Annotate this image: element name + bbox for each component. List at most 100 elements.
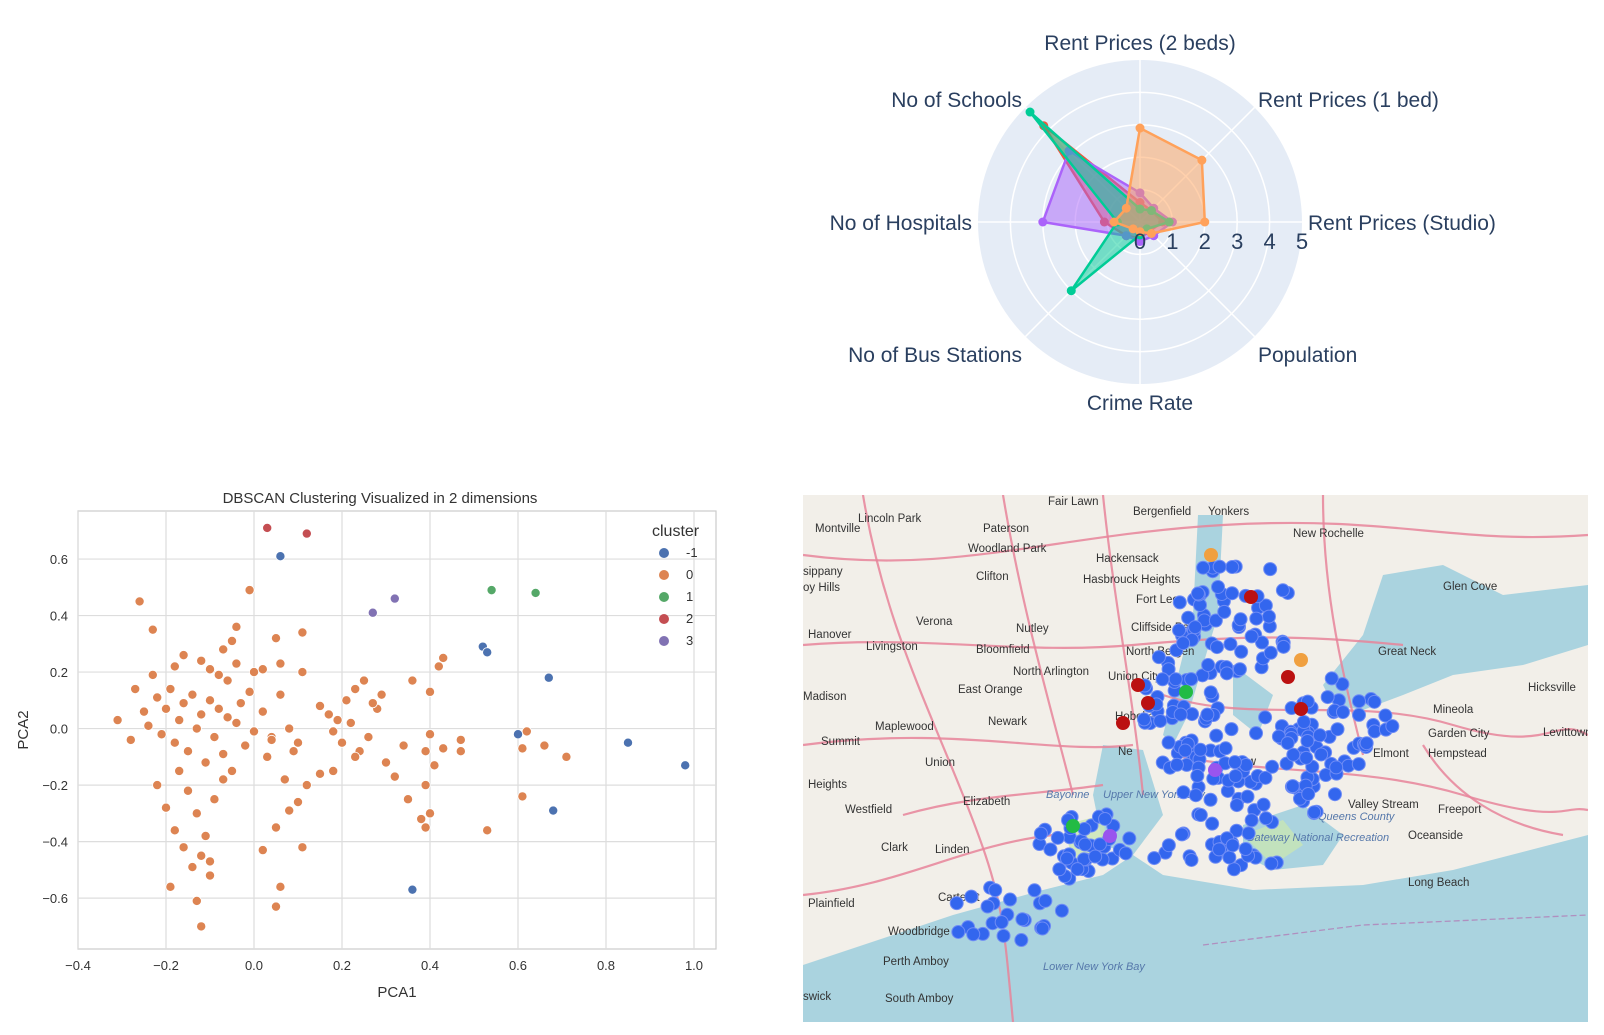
scatter-point [424,686,435,697]
scatter-point [213,703,224,714]
scatter-point [204,695,215,706]
map-marker [1227,862,1242,877]
map-marker [1258,710,1273,725]
legend-marker [659,548,669,558]
scatter-point [543,672,554,683]
scatter-point [367,607,378,618]
map-place-label: Perth Amboy [883,956,949,968]
map-marker [1209,728,1224,743]
scatter-point [200,757,211,768]
map-place-label: Valley Stream [1348,799,1419,811]
map-marker [1178,743,1193,758]
scatter-point [262,522,273,533]
scatter-point [248,667,259,678]
legend-label: 0 [686,567,693,582]
map-marker [1367,694,1382,709]
scatter-point [455,734,466,745]
radar-point [1197,155,1207,165]
scatter-point [482,647,493,658]
scatter-x-tick: 0.6 [509,958,527,973]
map-marker [1265,759,1280,774]
map-road [803,833,1054,897]
map-marker [1263,562,1278,577]
nyc-map[interactable]: Fair Lawn Bergenfield Yonkers Lincoln Park M… [803,495,1588,1022]
dbscan-scatter-chart: −0.4 −0.2 0.0 0.2 0.4 0.6 0.8 1.0 −0.6 −0.4 −0.2 0.… [0,488,760,1030]
scatter-point [402,794,413,805]
radar-axis-label: Rent Prices (1 bed) [1258,89,1439,112]
map-marker [1193,808,1208,823]
scatter-point [438,652,449,663]
scatter-point [169,825,180,836]
map-road [1422,744,1564,837]
radar-axis-label: No of Schools [891,89,1022,112]
map-marker [1147,851,1162,866]
scatter-point [174,765,185,776]
scatter-point [257,664,268,675]
map-place-label: Summit [821,736,861,748]
scatter-point [143,720,154,731]
map-marker [1352,707,1367,722]
scatter-point [380,757,391,768]
map-marker [1258,811,1273,826]
map-marker [1229,798,1244,813]
map-marker [1118,846,1133,861]
map-place-label: Madison [803,691,846,703]
scatter-y-tick: 0.2 [50,665,68,680]
map-road [803,736,1134,749]
map-marker [1227,755,1242,770]
radar-axis-label: No of Hospitals [830,212,972,235]
map-place-label: Elizabeth [963,796,1010,808]
map-road [1321,495,1365,756]
radar-radial-tick: 1 [1166,229,1178,254]
scatter-point [222,712,233,723]
map-marker [1307,805,1322,820]
scatter-point [548,805,559,816]
scatter-point [332,715,343,726]
map-marker [1027,883,1042,898]
scatter-point [218,774,229,785]
scatter-point [178,842,189,853]
legend-title: cluster [652,523,700,540]
scatter-y-tick: −0.4 [42,835,68,850]
scatter-point [328,765,339,776]
scatter-x-tick: 0.2 [333,958,351,973]
scatter-point [367,698,378,709]
scatter-point [513,729,524,740]
map-marker-highlight [1294,702,1308,716]
legend-marker [659,636,669,646]
map-marker [1351,757,1366,772]
map-place-label: Maplewood [875,721,934,733]
scatter-point [486,585,497,596]
map-marker [994,915,1009,930]
map-marker [1201,657,1216,672]
scatter-point [187,862,198,873]
map-place-label: Nutley [1016,623,1049,635]
map-place-label: Bloomfield [976,644,1030,656]
map-marker [1203,792,1218,807]
scatter-point [424,808,435,819]
map-place-label: New Rochelle [1293,528,1364,540]
radar-axis-label: Rent Prices (Studio) [1308,212,1496,235]
map-marker-highlight [1131,678,1145,692]
map-marker [966,927,981,942]
scatter-point [275,658,286,669]
map-place-label: Lower New York Bay [1043,961,1146,973]
map-place-label: Oceanside [1408,830,1463,842]
map-place-label: Garden City [1428,728,1490,740]
scatter-point [169,737,180,748]
scatter-point [266,734,277,745]
map-marker [1329,760,1344,775]
map-marker [1151,650,1166,665]
scatter-point [160,802,171,813]
map-marker [1092,837,1107,852]
map-marker-highlight [1244,590,1258,604]
scatter-y-tick: 0.4 [50,609,68,624]
map-marker [1218,741,1233,756]
radar-radial-tick: 0 [1134,229,1146,254]
map-place-label: Ne [1118,746,1133,758]
scatter-point [539,740,550,751]
map-marker [1014,933,1029,948]
scatter-point [182,746,193,757]
scatter-point [248,726,259,737]
radar-axis-label: No of Bus Stations [848,344,1022,367]
